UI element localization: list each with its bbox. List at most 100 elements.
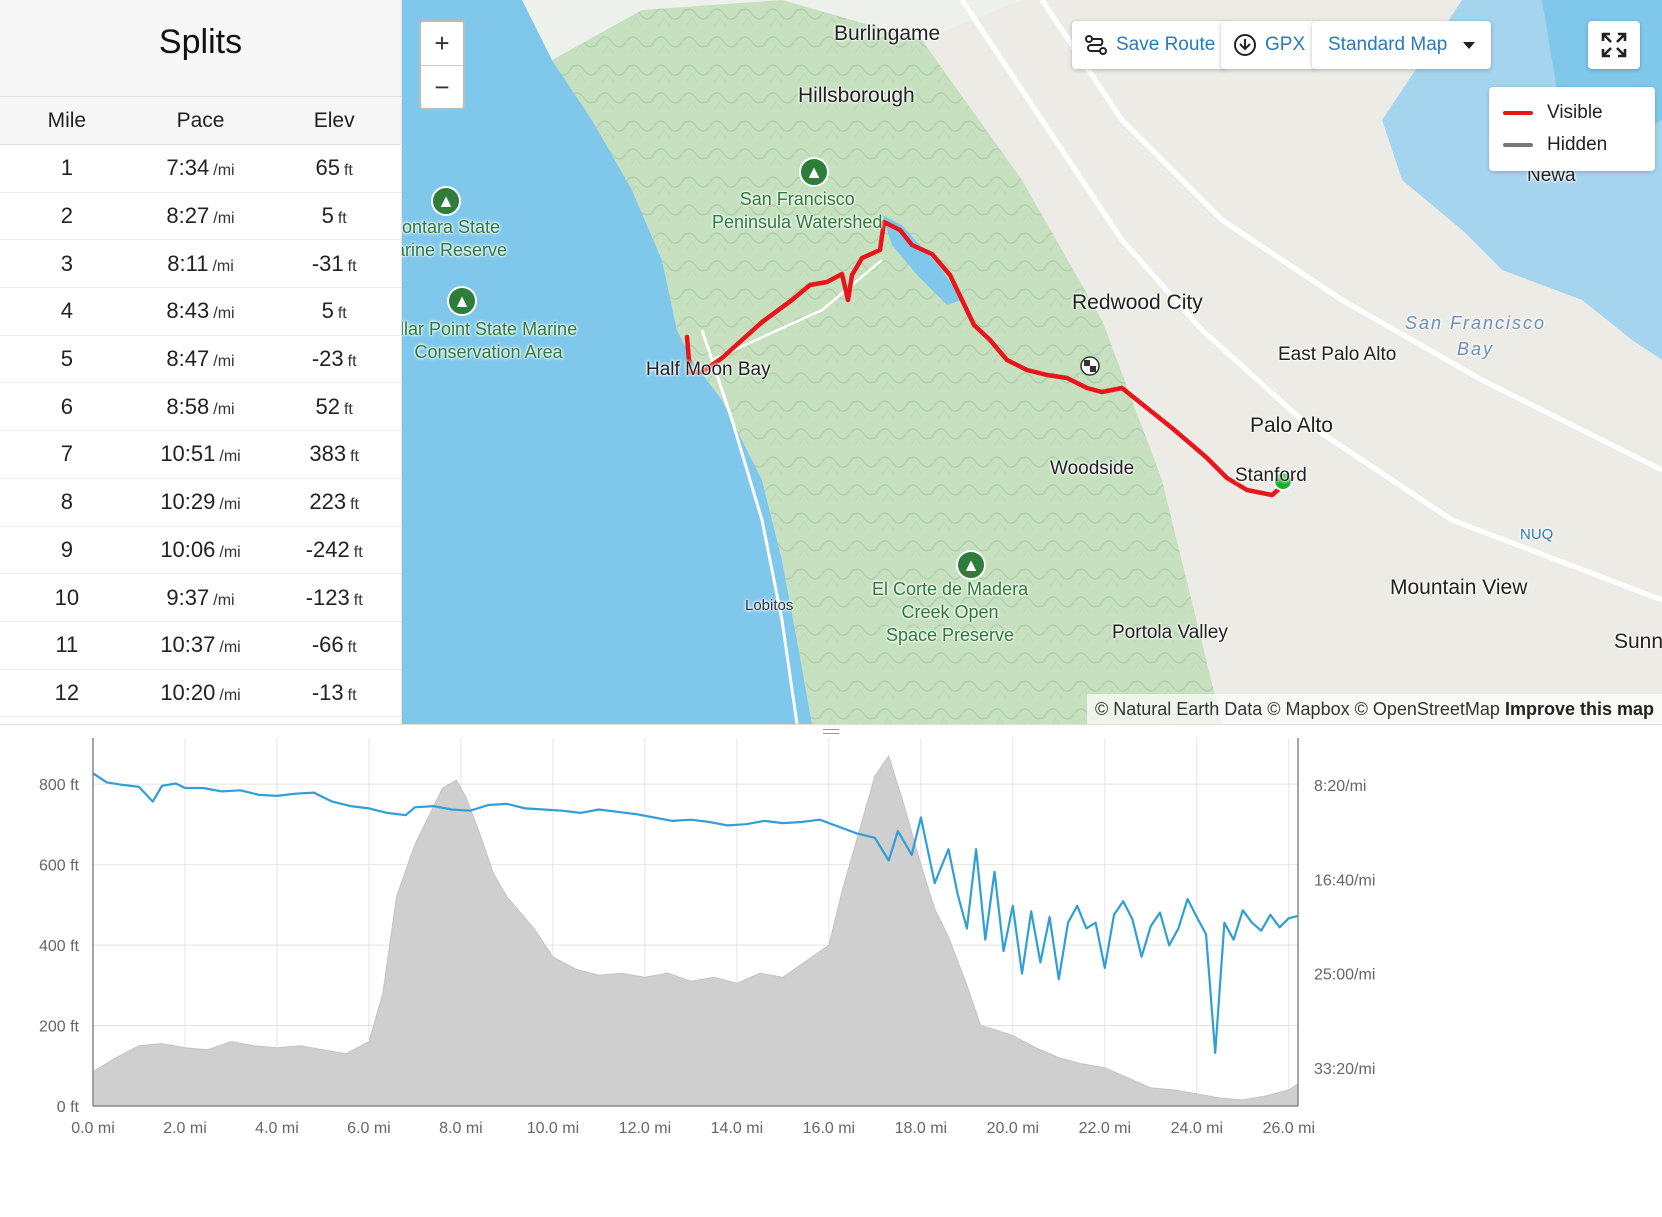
split-elev: 65 ft	[267, 155, 401, 181]
caret-down-icon	[1463, 41, 1476, 49]
split-pace: 8:27/mi	[134, 203, 268, 229]
y-right-tick-label: 16:40/mi	[1314, 872, 1375, 889]
split-pace: 9:37/mi	[134, 585, 268, 611]
split-elev-value: -13	[311, 679, 344, 705]
split-elev: -123 ft	[267, 585, 401, 611]
zoom-control: + −	[419, 20, 465, 110]
tree-icon: ▲	[447, 286, 477, 316]
chart-svg[interactable]: 0.0 mi 2.0 mi 4.0 mi 6.0 mi 8.0 mi 10.0 mi 12.…	[0, 738, 1662, 1212]
improve-map-link[interactable]: Improve this map	[1504, 699, 1654, 719]
pace-unit: /mi	[219, 639, 241, 657]
split-row: 2 8:27/mi 5 ft	[0, 193, 401, 241]
zoom-out-button[interactable]: −	[434, 72, 450, 102]
label-sf-watershed: San Francisco Peninsula Watershed	[712, 189, 883, 232]
split-row: 6 8:58/mi 52 ft	[0, 383, 401, 432]
split-elev: 223 ft	[267, 489, 401, 515]
split-mile: 6	[60, 393, 73, 419]
elev-unit: ft	[347, 257, 357, 275]
split-pace-value: 8:43	[166, 298, 210, 324]
split-elev: -66 ft	[267, 632, 401, 658]
save-route-button[interactable]: Save Route	[1072, 21, 1228, 69]
split-mile: 1	[60, 155, 73, 181]
route-map[interactable]: ▲ ▲ ▲ ▲ Burlingame Hillsborough San Fran…	[402, 0, 1662, 724]
split-pace: 8:43/mi	[134, 298, 268, 324]
pace-unit: /mi	[213, 162, 235, 180]
split-elev: -23 ft	[267, 346, 401, 372]
split-pace: 10:51/mi	[134, 441, 268, 467]
label-palo-alto: Palo Alto	[1250, 414, 1333, 437]
split-pace: 8:11/mi	[134, 251, 268, 277]
legend-visible: Visible	[1503, 97, 1641, 129]
pace-unit: /mi	[213, 210, 235, 228]
split-mile: 9	[60, 536, 73, 562]
label-sf-bay: San Francisco Bay	[1405, 313, 1547, 359]
split-elev-value: 5	[321, 298, 334, 324]
x-tick-label: 4.0 mi	[255, 1120, 299, 1137]
pace-unit: /mi	[219, 496, 241, 514]
split-pace-value: 10:51	[160, 441, 216, 467]
elevation-pace-chart[interactable]: 0.0 mi 2.0 mi 4.0 mi 6.0 mi 8.0 mi 10.0 mi 12.…	[0, 738, 1662, 1212]
split-row: 5 8:47/mi -23 ft	[0, 336, 401, 384]
split-elev-value: 5	[321, 203, 334, 229]
resize-handle[interactable]	[0, 724, 1662, 738]
elevation-area	[92, 754, 1299, 1107]
x-tick-label: 8.0 mi	[439, 1120, 483, 1137]
label-sunnyvale: Sunn	[1614, 630, 1662, 653]
grip-icon	[823, 729, 839, 734]
split-pace-value: 10:06	[160, 536, 216, 562]
pace-line	[92, 772, 1299, 1054]
attribution-text: © Natural Earth Data © Mapbox © OpenStre…	[1094, 699, 1500, 719]
split-pace-value: 10:29	[160, 489, 216, 515]
y-left-tick-label: 200 ft	[39, 1019, 80, 1036]
splits-header-row: Mile Pace Elev	[0, 97, 401, 145]
x-tick-label: 26.0 mi	[1263, 1120, 1315, 1137]
split-elev-value: -123	[305, 584, 350, 610]
split-elev-value: -23	[311, 346, 344, 372]
elev-unit: ft	[343, 400, 353, 418]
label-pillar-point: llar Point State Marine Conservation Are…	[402, 319, 578, 362]
split-pace-value: 9:37	[166, 584, 210, 610]
split-pace-value: 10:20	[160, 679, 216, 705]
basemap[interactable]	[402, 0, 1662, 724]
x-tick-label: 22.0 mi	[1079, 1120, 1131, 1137]
legend-hidden: Hidden	[1503, 129, 1641, 161]
pace-unit: /mi	[212, 257, 234, 275]
x-tick-label: 10.0 mi	[527, 1120, 579, 1137]
split-mile: 2	[60, 203, 73, 229]
elev-unit: ft	[353, 591, 363, 609]
split-pace-value: 8:58	[166, 393, 210, 419]
pace-unit: /mi	[219, 448, 241, 466]
split-pace: 8:47/mi	[134, 346, 268, 372]
split-elev: 5 ft	[267, 298, 401, 324]
tree-icon: ▲	[431, 186, 461, 216]
label-hillsborough: Hillsborough	[798, 84, 915, 107]
split-mile: 11	[55, 632, 79, 658]
fullscreen-button[interactable]	[1588, 21, 1640, 69]
label-redwood-city: Redwood City	[1072, 291, 1203, 314]
y-left-tick-label: 400 ft	[39, 938, 80, 955]
split-pace-value: 10:37	[160, 632, 216, 658]
gpx-button[interactable]: GPX	[1221, 21, 1318, 69]
label-montara: Montara State Marine Reserve	[402, 217, 508, 260]
x-tick-label: 6.0 mi	[347, 1120, 391, 1137]
elev-unit: ft	[350, 496, 359, 514]
split-row: 10 9:37/mi -123 ft	[0, 574, 401, 622]
elev-unit: ft	[350, 448, 359, 466]
tree-icon: ▲	[799, 157, 829, 187]
split-pace: 10:29/mi	[134, 489, 268, 515]
split-elev: 52 ft	[267, 394, 401, 420]
legend-hidden-label: Hidden	[1547, 134, 1608, 155]
zoom-in-button[interactable]: +	[421, 22, 463, 66]
gpx-label: GPX	[1265, 34, 1306, 55]
split-pace-value: 8:27	[166, 203, 210, 229]
split-pace: 8:58/mi	[134, 394, 268, 420]
elev-unit: ft	[343, 162, 353, 180]
split-mile: 12	[54, 679, 80, 705]
label-el-corte: El Corte de Madera Creek Open Space Pres…	[872, 579, 1029, 645]
elev-unit: ft	[347, 353, 357, 371]
split-mile: 10	[54, 584, 80, 610]
x-tick-label: 20.0 mi	[987, 1120, 1039, 1137]
pacific-ocean	[402, 0, 812, 724]
legend-hidden-swatch	[1503, 143, 1533, 147]
map-style-dropdown[interactable]: Standard Map	[1312, 21, 1492, 69]
